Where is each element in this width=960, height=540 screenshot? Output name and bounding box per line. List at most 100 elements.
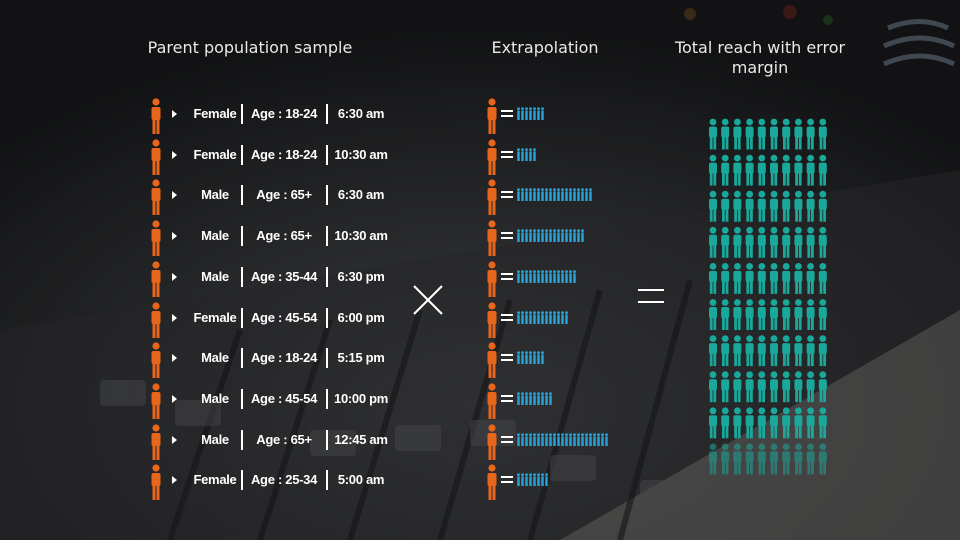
reach-person-icon <box>721 407 730 439</box>
equals-icon <box>501 109 513 118</box>
reach-person-icon <box>794 335 803 367</box>
mini-person-icon <box>545 433 548 446</box>
mini-person-icon <box>517 148 520 161</box>
mini-person-icon <box>569 188 572 201</box>
mini-person-icon <box>569 229 572 242</box>
mini-person-icon <box>529 473 532 486</box>
reach-person-icon <box>733 118 742 150</box>
mini-person-icon <box>533 433 536 446</box>
gender-label: Male <box>201 228 229 243</box>
reach-person-icon <box>709 371 717 403</box>
reach-person-icon <box>757 190 766 222</box>
mini-person-icon <box>593 433 596 446</box>
reach-person-icon <box>806 190 815 222</box>
person-icon <box>487 383 497 419</box>
age-label: Age : 18-24 <box>250 350 318 365</box>
mini-person-icon <box>537 229 540 242</box>
extrapolation-bar <box>517 270 576 283</box>
age-label: Age : 35-44 <box>250 269 318 284</box>
reach-person-icon <box>709 154 717 186</box>
mini-person-icon <box>537 351 540 364</box>
mini-person-icon <box>533 473 536 486</box>
reach-person-icon <box>794 407 803 439</box>
mini-person-icon <box>537 473 540 486</box>
reach-person-icon <box>709 335 717 367</box>
reach-person-icon <box>770 407 778 439</box>
mini-person-icon <box>525 473 528 486</box>
reach-person-icon <box>806 299 815 330</box>
mini-person-icon <box>525 351 528 364</box>
reach-person-icon <box>757 407 766 439</box>
mini-person-icon <box>529 188 532 201</box>
mini-person-icon <box>517 229 520 242</box>
mini-person-icon <box>557 311 560 324</box>
reach-person-icon <box>733 154 742 186</box>
equals-icon <box>501 313 513 322</box>
time-label: 10:30 am <box>334 147 388 162</box>
time-label: 5:00 am <box>337 472 385 487</box>
time-label: 10:00 pm <box>334 391 388 406</box>
person-icon <box>151 383 161 419</box>
reach-person-icon <box>782 299 791 330</box>
reach-person-icon <box>745 335 754 367</box>
age-label: Age : 25-34 <box>250 472 318 487</box>
mini-person-icon <box>561 229 564 242</box>
reach-person-icon <box>794 118 803 150</box>
reach-person-icon <box>806 407 815 439</box>
person-icon <box>487 464 497 500</box>
gender-label: Male <box>201 391 229 406</box>
reach-person-icon <box>721 443 730 475</box>
reach-person-icon <box>770 335 778 367</box>
extrapolation-row <box>486 179 626 215</box>
mini-person-icon <box>521 433 524 446</box>
mini-person-icon <box>565 270 568 283</box>
person-icon <box>151 179 161 215</box>
reach-person-icon <box>770 226 778 258</box>
separator <box>241 348 243 368</box>
reach-person-icon <box>782 154 791 186</box>
extrapolation-heading: Extrapolation <box>491 38 599 57</box>
mini-person-icon <box>605 433 608 446</box>
mini-person-icon <box>565 311 568 324</box>
person-icon <box>151 342 161 378</box>
mini-person-icon <box>585 188 588 201</box>
sample-row: Male Age : 65+ 6:30 am <box>150 179 390 215</box>
reach-person-icon <box>721 371 730 403</box>
reach-person-icon <box>721 335 730 367</box>
mini-person-icon <box>529 311 532 324</box>
reach-person-icon <box>806 226 815 258</box>
equals-icon <box>501 231 513 240</box>
separator <box>241 308 243 328</box>
person-icon <box>487 302 497 338</box>
reach-person-icon <box>709 263 717 294</box>
separator <box>326 470 328 490</box>
play-arrow-icon <box>172 232 177 240</box>
mini-person-icon <box>545 392 548 405</box>
separator <box>326 308 328 328</box>
extrapolation-bar <box>517 107 544 120</box>
time-label: 6:00 pm <box>337 310 385 325</box>
reach-person-icon <box>818 190 827 222</box>
extrapolation-row <box>486 424 626 460</box>
reach-person-icon <box>782 263 791 294</box>
mini-person-icon <box>561 188 564 201</box>
extrapolation-bar <box>517 148 536 161</box>
total-reach-grid <box>709 118 827 475</box>
mini-person-icon <box>537 311 540 324</box>
age-label: Age : 45-54 <box>250 310 318 325</box>
mini-person-icon <box>529 351 532 364</box>
mini-person-icon <box>533 311 536 324</box>
mini-person-icon <box>545 473 548 486</box>
mini-person-icon <box>541 188 544 201</box>
extrapolation-row <box>486 342 626 378</box>
mini-person-icon <box>569 270 572 283</box>
age-label: Age : 65+ <box>256 228 312 243</box>
mini-person-icon <box>529 433 532 446</box>
play-arrow-icon <box>172 110 177 118</box>
reach-person-icon <box>745 299 754 330</box>
separator <box>241 104 243 124</box>
age-label: Age : 65+ <box>256 187 312 202</box>
mini-person-icon <box>597 433 600 446</box>
mini-person-icon <box>533 148 536 161</box>
reach-person-icon <box>806 118 815 150</box>
